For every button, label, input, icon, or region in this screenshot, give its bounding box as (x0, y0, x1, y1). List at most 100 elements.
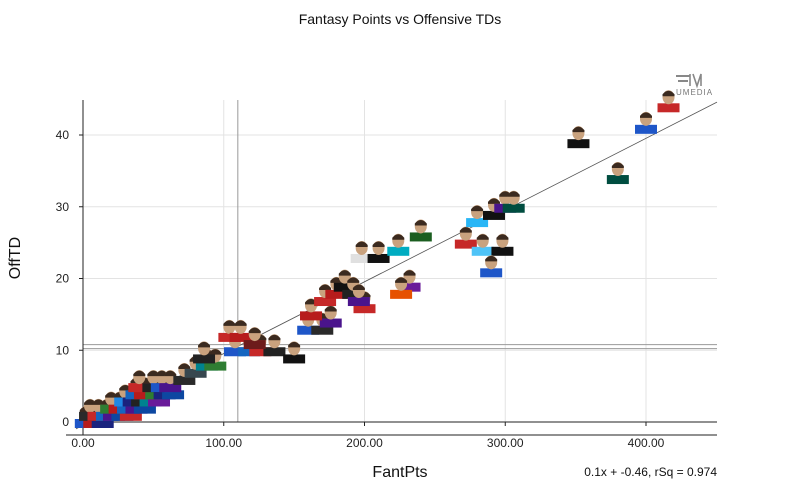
hair-shape (268, 334, 281, 341)
trendline-equation: 0.1x + -0.46, rSq = 0.974 (584, 465, 717, 479)
jersey-shape (325, 289, 348, 299)
jersey-shape (311, 325, 334, 335)
player-headshot-marker (300, 298, 323, 321)
player-headshot-marker (466, 205, 489, 228)
hair-shape (324, 306, 337, 312)
y-tick-label: 30 (56, 200, 70, 214)
jersey-shape (162, 390, 185, 400)
hair-shape (248, 327, 261, 334)
grid (82, 100, 717, 423)
hair-shape (178, 363, 191, 369)
hair-shape (352, 284, 365, 291)
jersey-shape (350, 253, 373, 263)
jersey-shape (300, 311, 323, 321)
jersey-shape (297, 325, 320, 335)
hair-shape (395, 277, 408, 283)
jersey-shape (314, 297, 337, 307)
jersey-shape (218, 332, 241, 342)
hair-shape (487, 198, 500, 204)
player-headshot-marker (567, 126, 590, 149)
player-headshot-marker (390, 276, 413, 299)
y-axis-label: OffTD (7, 237, 24, 279)
jersey-shape (342, 289, 365, 299)
jersey-shape (229, 332, 252, 342)
player-headshot-marker (398, 269, 421, 292)
hair-shape (372, 241, 385, 247)
jersey-shape (491, 246, 514, 256)
x-axis-label: FantPts (372, 464, 427, 481)
y-tick-label: 10 (56, 343, 70, 357)
hair-shape (209, 349, 222, 355)
player-headshot-marker (319, 305, 342, 328)
jersey-shape (224, 347, 247, 357)
data-points (74, 90, 680, 428)
hair-shape (611, 162, 624, 169)
player-headshot-marker (409, 219, 432, 242)
hair-shape (392, 234, 405, 240)
player-headshot-marker (243, 327, 266, 350)
player-headshot-marker (635, 111, 657, 134)
hair-shape (403, 270, 416, 276)
hair-shape (288, 341, 301, 348)
reference-lines (83, 100, 717, 422)
player-headshot-marker (128, 370, 151, 393)
axes (66, 100, 717, 436)
jersey-shape (367, 253, 390, 263)
jersey-shape (567, 139, 590, 149)
hair-shape (471, 205, 484, 212)
hair-shape (572, 126, 585, 133)
jersey-shape (319, 318, 342, 328)
player-headshot-marker (480, 255, 503, 278)
player-headshot-marker (193, 341, 216, 364)
player-headshot-marker (367, 240, 390, 263)
x-tick-label: 100.00 (205, 436, 242, 450)
hair-shape (223, 320, 236, 326)
hair-shape (198, 341, 211, 348)
hair-shape (496, 234, 509, 240)
hair-shape (234, 320, 247, 326)
jersey-shape (466, 218, 489, 228)
y-ticks: 0 10 20 30 40 (56, 128, 83, 429)
player-headshot-marker (333, 269, 356, 292)
player-headshot-marker (229, 319, 252, 342)
x-tick-label: 200.00 (346, 436, 383, 450)
jersey-shape (606, 175, 629, 185)
jersey-shape (243, 340, 266, 350)
jersey-shape (263, 347, 286, 357)
hair-shape (347, 277, 360, 283)
jersey-shape (480, 268, 503, 278)
hair-shape (459, 227, 472, 233)
x-tick-label: 400.00 (628, 436, 665, 450)
umedia-logo-icon (676, 73, 702, 89)
jersey-shape (387, 246, 410, 256)
hair-shape (338, 270, 351, 276)
player-headshot-marker (471, 233, 494, 256)
x-ticks: 0.00 100.00 200.00 300.00 400.00 (71, 422, 665, 450)
player-headshot-marker (263, 334, 286, 357)
hair-shape (485, 255, 498, 262)
jersey-shape (128, 383, 151, 393)
hair-shape (319, 284, 332, 291)
player-headshot-marker (347, 284, 370, 307)
hair-shape (305, 298, 318, 305)
player-headshot-marker (657, 90, 680, 113)
jersey-shape (502, 203, 525, 213)
jersey-shape (184, 368, 207, 378)
player-headshot-marker (350, 240, 373, 263)
player-headshot-marker (387, 233, 410, 256)
jersey-shape (471, 246, 494, 256)
jersey-shape (657, 103, 680, 113)
jersey-shape (148, 397, 171, 407)
hair-shape (164, 370, 177, 377)
jersey-shape (454, 239, 477, 249)
jersey-shape (333, 282, 356, 292)
y-tick-label: 20 (56, 272, 70, 286)
jersey-shape (173, 375, 196, 385)
chart-title: Fantasy Points vs Offensive TDs (299, 11, 502, 27)
jersey-shape (238, 347, 261, 357)
jersey-shape (283, 354, 306, 364)
jersey-shape (390, 289, 413, 299)
player-headshot-marker (606, 162, 629, 185)
player-headshot-marker (491, 233, 514, 256)
